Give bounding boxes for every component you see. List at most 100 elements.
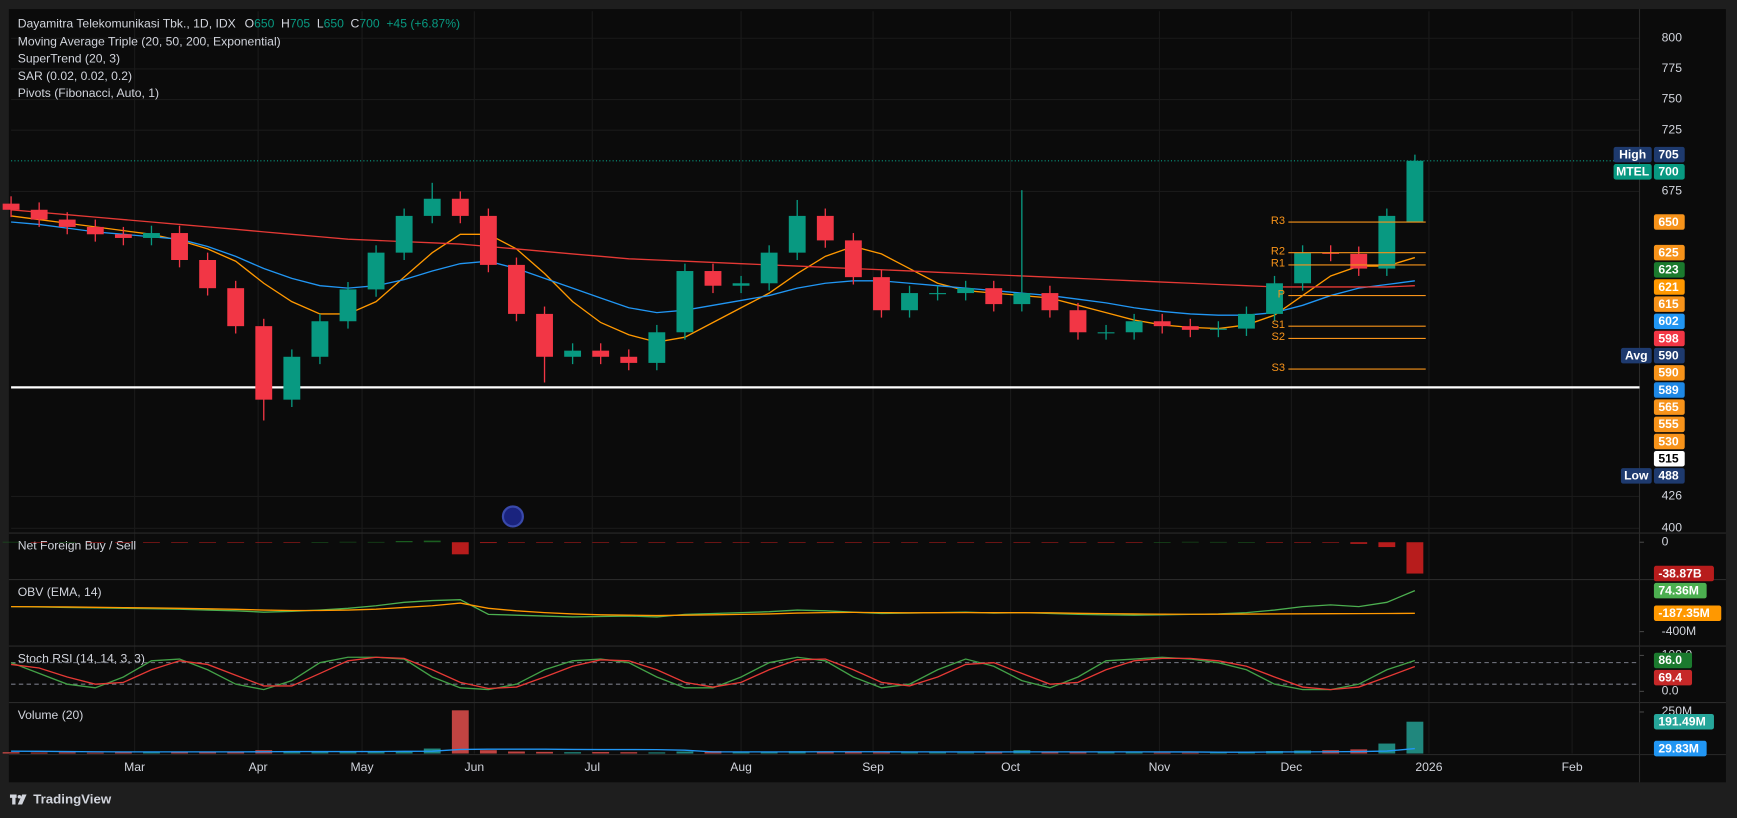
bar — [844, 542, 862, 543]
bar — [760, 752, 778, 754]
indicator-legend: Pivots (Fibonacci, Auto, 1) — [18, 86, 159, 100]
candle-body — [479, 215, 497, 265]
price-tag-label: 515 — [1658, 451, 1679, 465]
candle-body — [648, 332, 666, 363]
bar — [283, 542, 301, 543]
candle-body — [844, 240, 862, 278]
price-tag — [1653, 146, 1685, 163]
pivot-label: R1 — [1271, 258, 1285, 270]
bar — [957, 752, 975, 754]
candle-body — [676, 271, 694, 333]
bar — [901, 752, 918, 754]
pane-title: OBV (EMA, 14) — [18, 585, 102, 599]
price-tag-label: 623 — [1658, 263, 1679, 277]
bar — [564, 752, 582, 754]
bar — [760, 542, 778, 543]
bar — [873, 542, 890, 543]
candle-body — [171, 233, 188, 260]
price-tag-label: 565 — [1658, 400, 1679, 414]
price-tag — [1653, 399, 1685, 415]
bar — [816, 542, 834, 543]
bar — [929, 542, 947, 543]
price-tag-label: 615 — [1658, 297, 1679, 311]
candle-body — [423, 198, 441, 216]
candle-body — [30, 209, 48, 220]
bar — [1378, 743, 1396, 754]
price-tag — [1653, 740, 1707, 757]
bar — [1097, 542, 1115, 543]
bar — [564, 542, 582, 543]
bar — [985, 752, 1003, 754]
price-tag — [1653, 582, 1707, 599]
bar — [367, 541, 385, 543]
bar — [1209, 752, 1227, 754]
price-tag-name-box — [1613, 146, 1652, 163]
bar — [395, 541, 413, 543]
bar — [1153, 541, 1171, 543]
price-tag — [1653, 382, 1685, 398]
price-tag-label: 625 — [1658, 245, 1679, 259]
price-tag — [1653, 296, 1685, 312]
price-tag-label: 29.83M — [1658, 741, 1699, 755]
x-tick-label: Oct — [1001, 760, 1021, 774]
bar — [1125, 752, 1143, 754]
bar — [788, 542, 806, 543]
price-tag-label: 590 — [1658, 366, 1679, 380]
series-line — [11, 602, 1415, 617]
series-line — [11, 747, 1415, 753]
price-tag — [1653, 214, 1685, 230]
bar — [1266, 542, 1283, 543]
x-tick-label: Apr — [249, 760, 268, 774]
bar — [1350, 542, 1368, 544]
bar — [479, 542, 497, 544]
price-tag — [1653, 347, 1685, 364]
x-tick-label: Sep — [862, 760, 884, 774]
price-tag-label: 598 — [1658, 331, 1679, 345]
price-tag-label: 74.36M — [1658, 583, 1699, 597]
indicator-legend: SAR (0.02, 0.02, 0.2) — [18, 69, 132, 83]
bar — [171, 751, 188, 754]
ohlc-value: 705 — [290, 17, 311, 31]
bar — [114, 752, 132, 754]
price-tag — [1653, 713, 1714, 730]
price-tag — [1653, 164, 1685, 180]
price-tag-label: 86.0 — [1658, 653, 1682, 667]
y-tick-label: 0 — [1662, 534, 1669, 548]
price-tag — [1653, 450, 1685, 467]
bar — [423, 540, 441, 543]
bar — [86, 752, 104, 754]
bar — [508, 751, 525, 754]
candle-body — [957, 288, 975, 294]
price-tag-label: 590 — [1658, 348, 1679, 362]
bar — [143, 752, 160, 754]
candle-body — [1153, 321, 1171, 327]
price-tag-name-box — [1620, 468, 1652, 484]
bar — [1097, 752, 1115, 754]
candle-body — [1238, 313, 1255, 329]
logo-part — [12, 794, 16, 805]
y-tick-label: 675 — [1662, 184, 1683, 198]
bar — [873, 752, 890, 754]
bar — [732, 542, 750, 543]
price-tag — [1653, 244, 1685, 261]
candle-body — [1406, 160, 1424, 223]
candle-body — [86, 226, 104, 235]
pivot-label: R3 — [1271, 215, 1285, 227]
bar — [676, 751, 694, 754]
candle-body — [283, 356, 301, 400]
candle-body — [1209, 328, 1227, 330]
bar — [1294, 542, 1312, 543]
candle-body — [1378, 215, 1396, 269]
series-line — [10, 215, 1416, 343]
bar — [648, 542, 666, 543]
chart-title: Dayamitra Telekomunikasi Tbk., 1D, IDX — [18, 17, 236, 31]
candle-body — [199, 259, 217, 289]
candle-body — [788, 215, 806, 253]
bar — [86, 542, 104, 543]
candle-body — [536, 313, 553, 357]
candle-body — [1350, 253, 1368, 269]
candle-body — [816, 215, 834, 241]
pivot-label: P — [1278, 288, 1285, 300]
bar — [451, 542, 469, 555]
candle-body — [1181, 326, 1199, 330]
